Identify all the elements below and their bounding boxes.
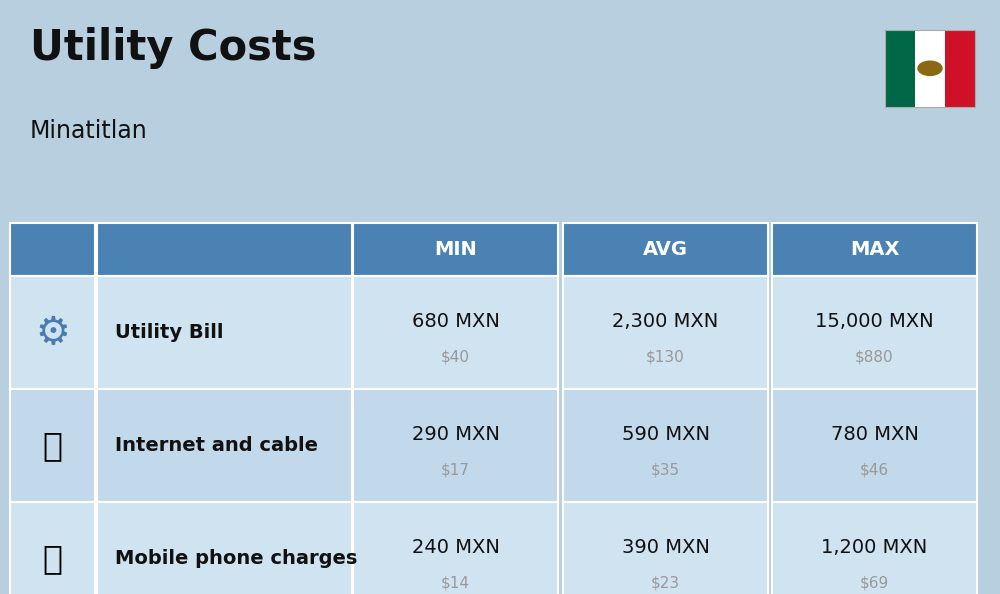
FancyBboxPatch shape	[772, 389, 977, 502]
FancyBboxPatch shape	[353, 502, 558, 594]
FancyBboxPatch shape	[772, 502, 977, 594]
Text: Utility Bill: Utility Bill	[115, 323, 224, 342]
Text: Mobile phone charges: Mobile phone charges	[115, 549, 357, 568]
Text: 780 MXN: 780 MXN	[831, 425, 918, 444]
Text: 📡: 📡	[43, 429, 63, 462]
Text: $14: $14	[441, 576, 470, 590]
FancyBboxPatch shape	[10, 389, 95, 502]
Text: $40: $40	[441, 350, 470, 365]
Text: $23: $23	[651, 576, 680, 590]
FancyBboxPatch shape	[563, 223, 768, 276]
Text: AVG: AVG	[643, 240, 688, 259]
Text: 1,200 MXN: 1,200 MXN	[821, 538, 928, 557]
FancyBboxPatch shape	[10, 502, 95, 594]
FancyBboxPatch shape	[97, 502, 352, 594]
Text: $17: $17	[441, 463, 470, 478]
Text: MIN: MIN	[434, 240, 477, 259]
FancyBboxPatch shape	[97, 276, 352, 389]
Text: $46: $46	[860, 463, 889, 478]
FancyBboxPatch shape	[10, 276, 95, 389]
Text: 590 MXN: 590 MXN	[622, 425, 710, 444]
FancyBboxPatch shape	[915, 30, 945, 107]
FancyBboxPatch shape	[353, 276, 558, 389]
FancyBboxPatch shape	[353, 223, 558, 276]
Text: Utility Costs: Utility Costs	[30, 27, 316, 69]
FancyBboxPatch shape	[563, 502, 768, 594]
Text: $880: $880	[855, 350, 894, 365]
Text: MAX: MAX	[850, 240, 899, 259]
Text: Internet and cable: Internet and cable	[115, 436, 318, 455]
FancyBboxPatch shape	[772, 223, 977, 276]
FancyBboxPatch shape	[772, 276, 977, 389]
Text: 390 MXN: 390 MXN	[622, 538, 709, 557]
Text: Minatitlan: Minatitlan	[30, 119, 148, 143]
Text: 📱: 📱	[43, 542, 63, 575]
Text: $130: $130	[646, 350, 685, 365]
FancyBboxPatch shape	[10, 223, 95, 276]
Text: 290 MXN: 290 MXN	[412, 425, 499, 444]
Text: 2,300 MXN: 2,300 MXN	[612, 312, 719, 331]
FancyBboxPatch shape	[353, 389, 558, 502]
Text: 680 MXN: 680 MXN	[412, 312, 499, 331]
Text: ⚙: ⚙	[35, 314, 70, 352]
Text: $35: $35	[651, 463, 680, 478]
Text: 15,000 MXN: 15,000 MXN	[815, 312, 934, 331]
FancyBboxPatch shape	[885, 30, 915, 107]
Text: $69: $69	[860, 576, 889, 590]
Text: 240 MXN: 240 MXN	[412, 538, 499, 557]
FancyBboxPatch shape	[563, 389, 768, 502]
FancyBboxPatch shape	[945, 30, 975, 107]
FancyBboxPatch shape	[97, 223, 352, 276]
FancyBboxPatch shape	[97, 389, 352, 502]
FancyBboxPatch shape	[563, 276, 768, 389]
Circle shape	[918, 61, 942, 75]
